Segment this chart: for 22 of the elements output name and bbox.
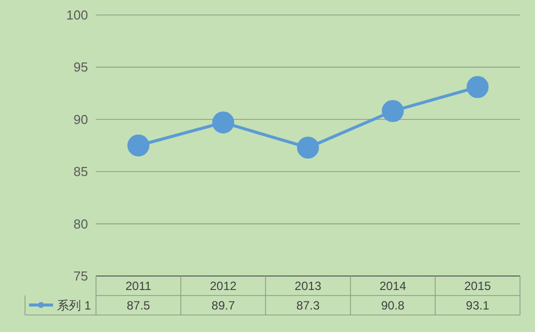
y-tick-label: 75 bbox=[74, 268, 88, 284]
point bbox=[382, 100, 404, 122]
x-tick-label: 2012 bbox=[210, 279, 237, 293]
x-tick-label: 2014 bbox=[379, 279, 406, 293]
y-tick-label: 90 bbox=[74, 112, 88, 127]
x-tick-label: 2011 bbox=[125, 279, 152, 293]
y-tick-label: 85 bbox=[74, 164, 88, 180]
point bbox=[297, 136, 319, 159]
point bbox=[127, 134, 150, 156]
data-label: 87.5 bbox=[126, 298, 150, 312]
data-label: 89.7 bbox=[212, 298, 236, 312]
y-tick-label: 100 bbox=[66, 8, 88, 22]
point bbox=[466, 76, 489, 98]
point bbox=[212, 112, 234, 134]
y-tick-label: 80 bbox=[74, 216, 88, 232]
x-tick-label: 2015 bbox=[464, 279, 492, 293]
data-label: 90.8 bbox=[381, 298, 405, 312]
data-label: 93.1 bbox=[466, 298, 490, 312]
data-label: 87.3 bbox=[296, 298, 320, 312]
legend-label: 系列 1 bbox=[57, 298, 92, 312]
y-tick-label: 95 bbox=[74, 60, 88, 75]
x-tick-label: 2013 bbox=[294, 279, 322, 293]
